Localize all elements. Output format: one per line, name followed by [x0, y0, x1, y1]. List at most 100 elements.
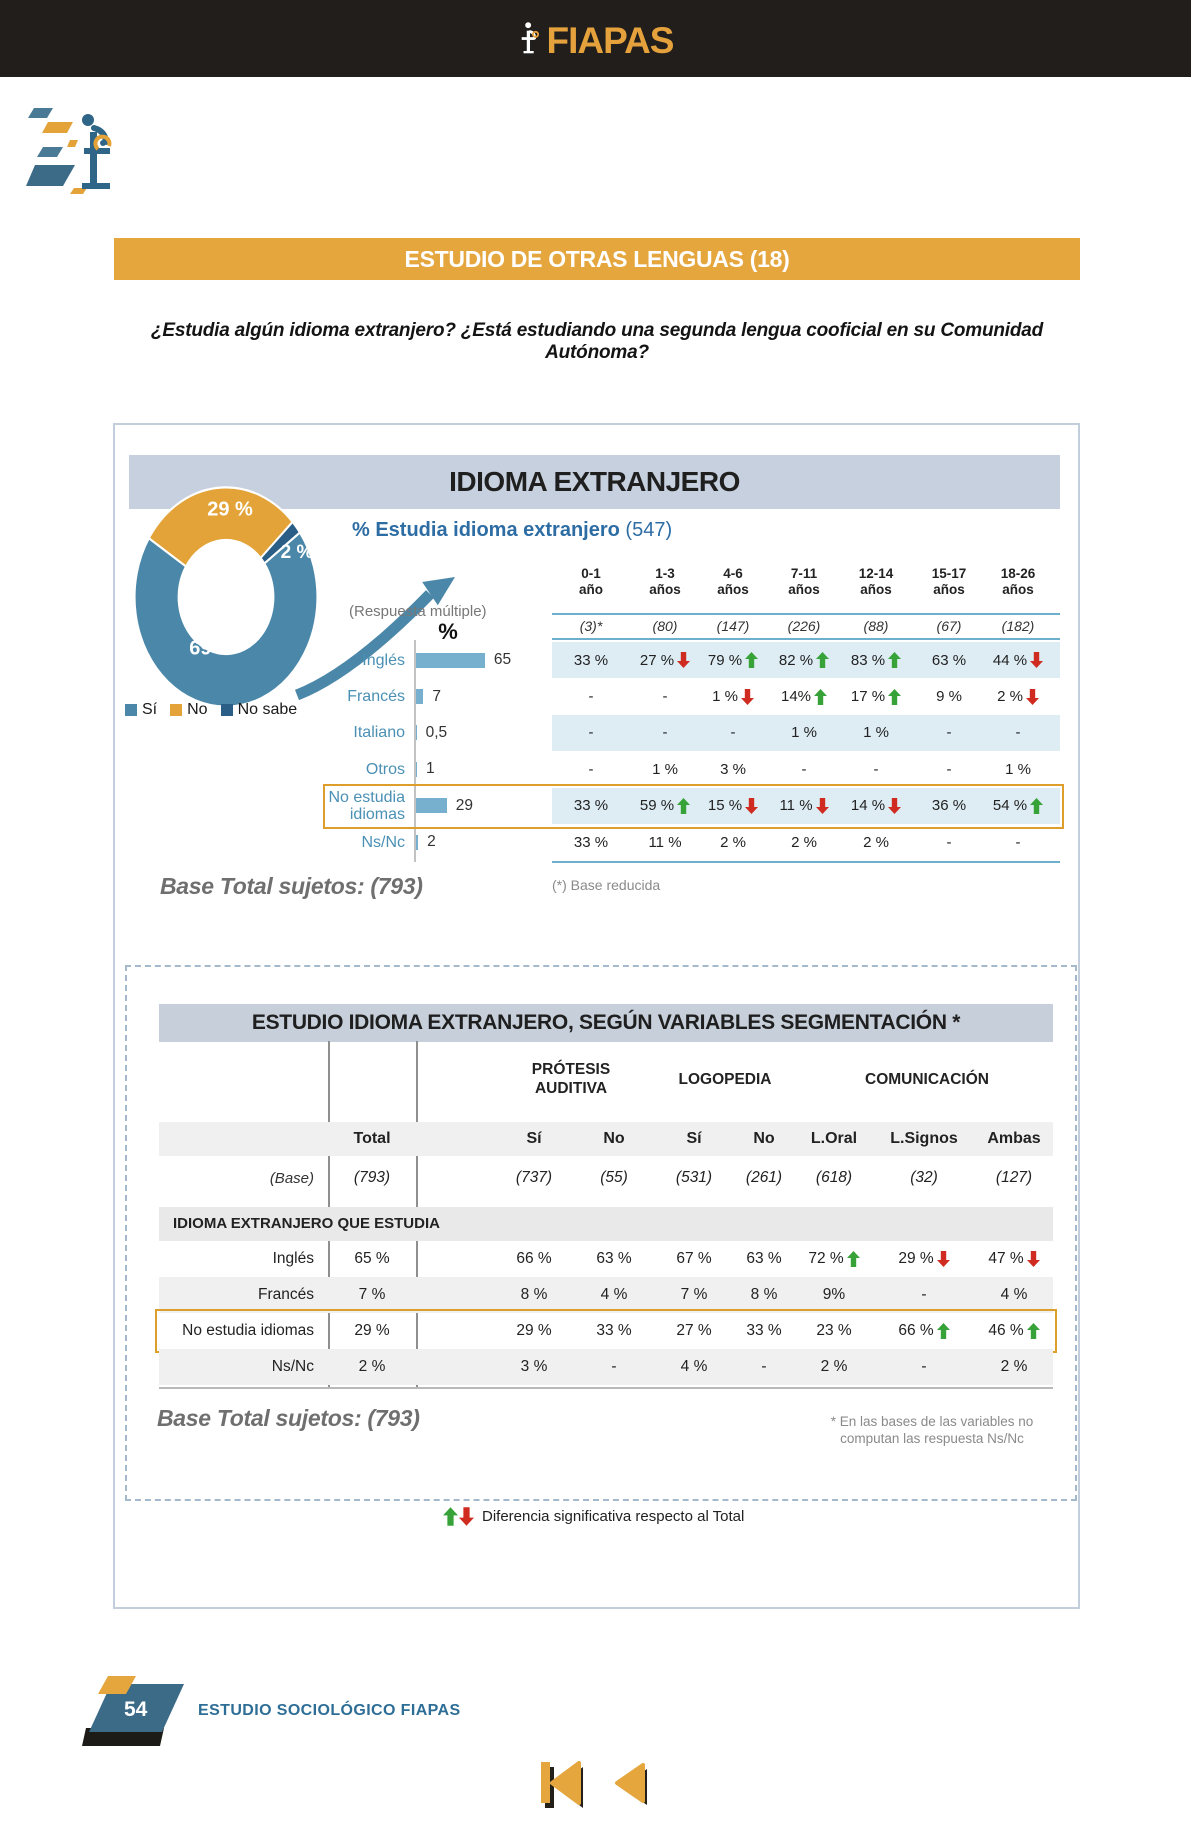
seg-group-header: LOGOPEDIA — [678, 1070, 772, 1088]
down-arrow-icon — [1030, 652, 1044, 669]
seg-value-cell: 29 % — [886, 1241, 962, 1277]
chart-bar — [416, 652, 485, 668]
seg-value-cell: 46 % — [976, 1313, 1052, 1349]
age-column-header: 18-26 años — [1000, 566, 1036, 597]
seg-value-cell: 63 % — [596, 1250, 632, 1267]
highlighted-row-box — [155, 1309, 1057, 1353]
age-value-cell: 44 % — [982, 642, 1054, 678]
donut-slice-no — [147, 486, 294, 568]
seg-value-cell: 8 % — [520, 1286, 548, 1303]
age-value-cell: - — [588, 688, 594, 706]
age-value-cell: 2 % — [720, 833, 746, 851]
chart-row-label: Italiano — [353, 724, 405, 742]
seg-base-cell: (127) — [995, 1169, 1033, 1186]
age-value-cell: 11 % — [648, 833, 682, 851]
chart-bar — [416, 688, 424, 704]
significance-arrows — [443, 1507, 474, 1526]
seg-value-cell: 27 % — [676, 1322, 712, 1339]
age-value-cell: - — [730, 724, 736, 742]
age-value-cell: 1 % — [652, 760, 678, 778]
seg-column-header: No — [753, 1130, 775, 1147]
page-number-badge: 54 — [82, 1676, 184, 1746]
callout-arrow-icon — [294, 577, 455, 701]
base-reducida-note: (*) Base reducida — [552, 877, 661, 893]
age-column-header: 15-17 años — [931, 566, 967, 597]
seg-header-row-bg — [159, 1122, 1053, 1156]
chart-bar — [416, 798, 447, 814]
down-arrow-icon — [888, 797, 902, 814]
age-value-cell: 82 % — [768, 642, 840, 678]
seg-base-label: (Base) — [269, 1169, 314, 1187]
seg-column-header: L.Signos — [890, 1130, 958, 1147]
chart-bar-value: 29 — [455, 796, 473, 814]
down-arrow-icon — [1026, 1251, 1040, 1267]
age-value-cell: - — [588, 724, 594, 742]
age-table-stripe — [552, 714, 1060, 752]
seg-value-cell: 63 % — [746, 1250, 782, 1267]
seg-row-label: Inglés — [272, 1250, 314, 1267]
age-value-cell: 17 % — [840, 678, 912, 714]
bar-chart-title-text: % Estudia idioma extranjero — [352, 519, 620, 541]
seg-row-label: Francés — [258, 1286, 314, 1303]
age-value-cell: 83 % — [840, 642, 912, 678]
age-value-cell: 1 % — [1005, 760, 1031, 778]
segmentation-title: ESTUDIO IDIOMA EXTRANJERO, SEGÚN VARIABL… — [159, 1004, 1053, 1042]
previous-page-button[interactable] — [607, 1761, 653, 1807]
age-base-cell: (226) — [787, 618, 821, 634]
age-value-cell: 1 % — [697, 678, 769, 714]
seg-value-cell: 7 % — [358, 1286, 386, 1303]
age-value-cell: - — [946, 760, 952, 778]
age-base-cell: (88) — [863, 618, 889, 634]
seg-value-cell: 67 % — [676, 1250, 712, 1267]
fiapas-mini-logo-icon — [521, 21, 539, 53]
seg-value-cell: 4 % — [600, 1286, 628, 1303]
segmentation-note: * En las bases de las variables no compu… — [787, 1413, 1077, 1447]
age-base-cell: (182) — [1001, 618, 1035, 634]
age-table-stripe — [552, 787, 1060, 824]
age-value-cell: 2 % — [863, 833, 889, 851]
age-value-cell: 14% — [768, 678, 840, 714]
fiapas-logo — [26, 108, 112, 194]
seg-value-cell: 23 % — [816, 1322, 852, 1339]
age-value-cell: - — [801, 760, 807, 778]
down-arrow-icon — [459, 1507, 474, 1526]
age-table-rule-mid — [552, 638, 1060, 640]
age-value-cell: - — [873, 760, 879, 778]
up-arrow-icon — [677, 797, 691, 814]
legend-swatch-icon — [170, 704, 183, 716]
highlighted-row-box — [323, 784, 1064, 830]
age-value-cell: - — [1015, 724, 1021, 742]
legend-label: No sabe — [237, 701, 298, 718]
segmentation-panel: ESTUDIO IDIOMA EXTRANJERO, SEGÚN VARIABL… — [125, 965, 1077, 1501]
first-page-button[interactable] — [538, 1759, 588, 1809]
age-table-stripe — [552, 642, 1060, 679]
age-value-cell: 63 % — [931, 651, 967, 669]
seg-value-cell: 33 % — [596, 1322, 632, 1339]
seg-value-cell: 7 % — [680, 1286, 708, 1303]
seg-base-cell: (618) — [815, 1169, 853, 1186]
up-arrow-icon — [1026, 1323, 1040, 1339]
footer-doc-title: ESTUDIO SOCIOLÓGICO FIAPAS — [198, 1702, 461, 1719]
age-value-cell: 27 % — [629, 642, 701, 678]
legend-item-no-sabe: No sabe — [220, 701, 298, 719]
seg-section-header: IDIOMA EXTRANJERO QUE ESTUDIA — [159, 1207, 1053, 1241]
age-value-cell: 2 % — [791, 833, 817, 851]
down-arrow-icon — [936, 1251, 950, 1267]
donut-value-no-sabe: 2 % — [280, 542, 314, 563]
donut-legend: Sí No No sabe — [125, 701, 297, 719]
page-number: 54 — [124, 1698, 148, 1721]
seg-value-cell: 29 % — [354, 1322, 390, 1339]
up-arrow-icon — [745, 652, 759, 669]
section-banner: ESTUDIO DE OTRAS LENGUAS (18) — [114, 238, 1080, 280]
seg-value-cell: 2 % — [820, 1358, 848, 1375]
chart-bar-value: 0,5 — [425, 723, 448, 741]
down-arrow-icon — [677, 652, 691, 669]
age-base-cell: (80) — [652, 618, 678, 634]
base-total-1: Base Total sujetos: (793) — [160, 873, 423, 899]
down-arrow-icon — [1025, 688, 1039, 705]
age-value-cell: 59 % — [629, 788, 701, 824]
bar-axis-line — [414, 640, 416, 862]
up-arrow-icon — [816, 652, 830, 669]
seg-base-cell: (531) — [675, 1169, 713, 1186]
seg-column-header: Sí — [526, 1130, 542, 1147]
